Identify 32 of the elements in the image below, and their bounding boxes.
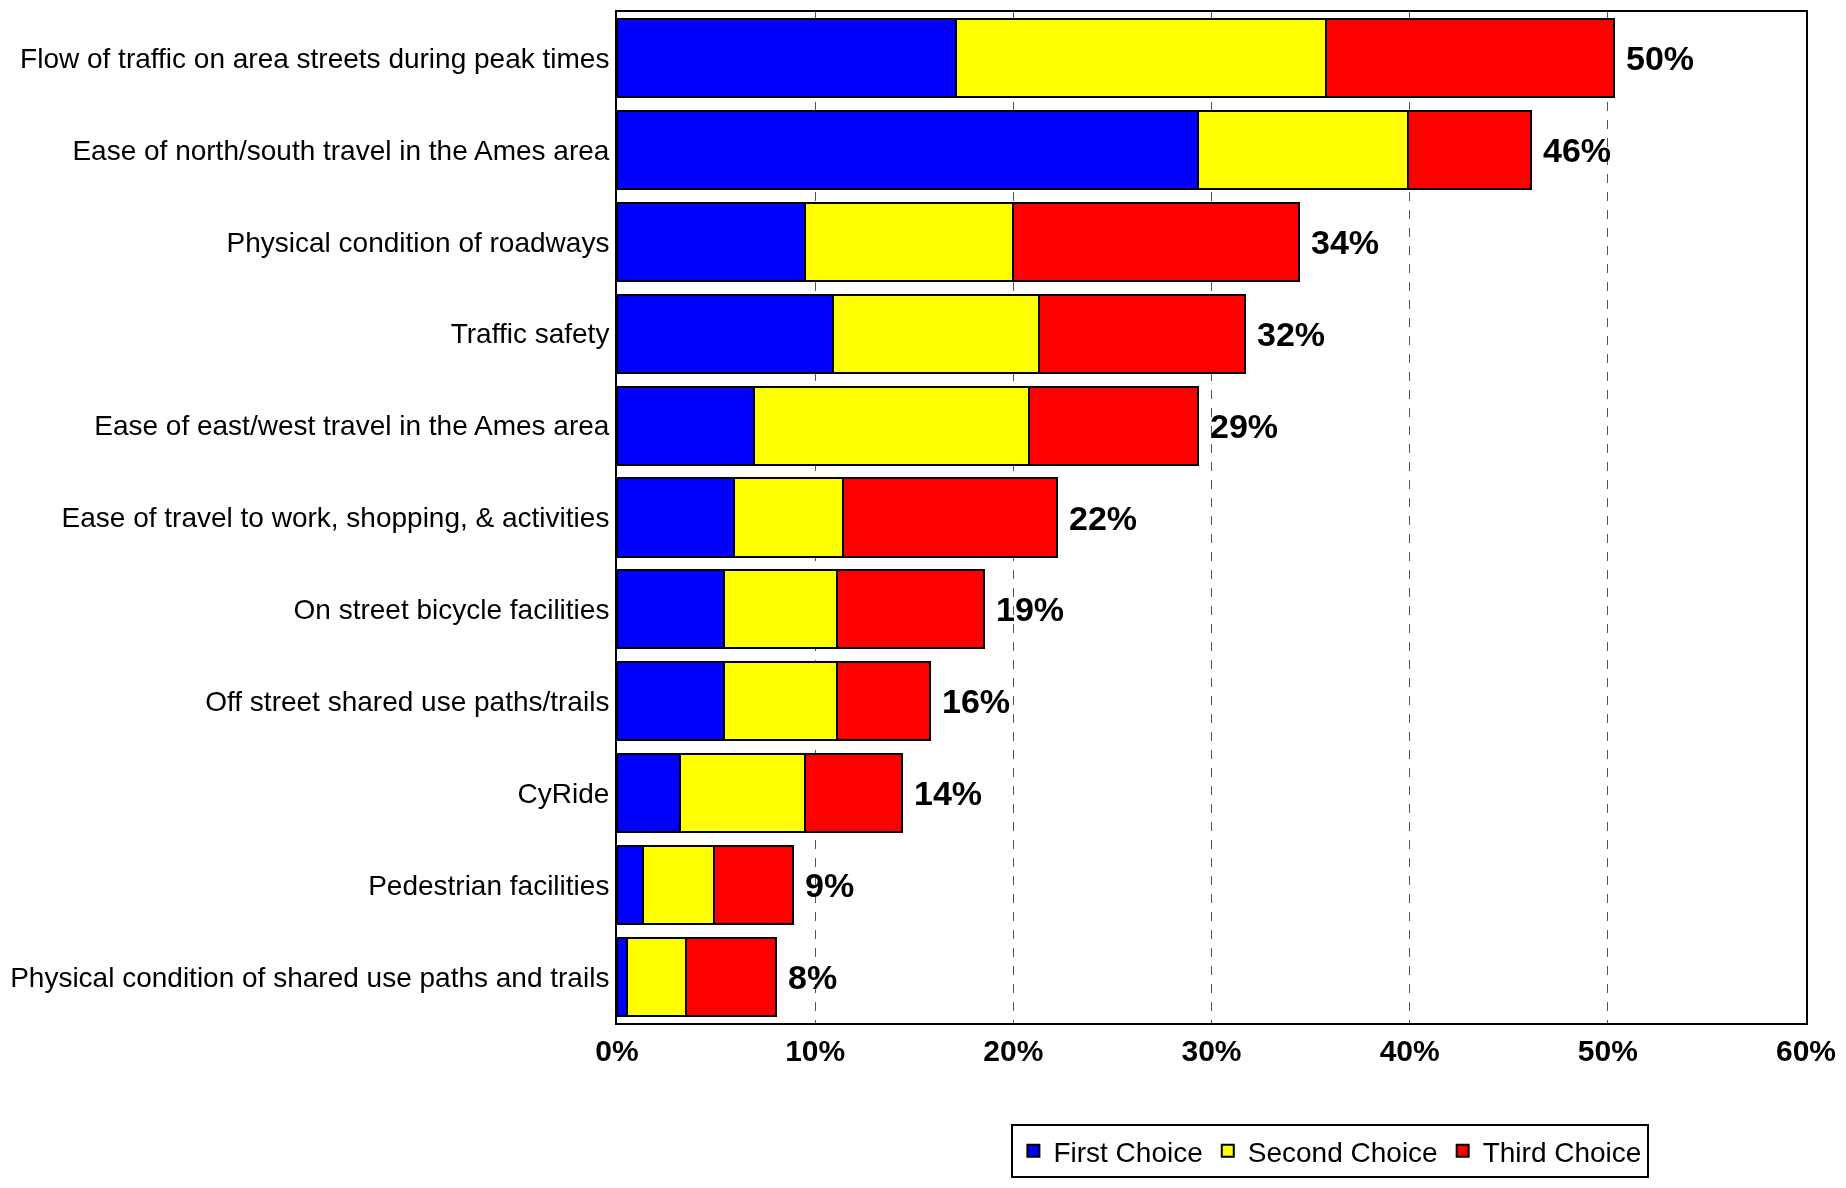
x-tick-label: 60%: [1775, 1034, 1837, 1067]
y-tick-label: CyRide: [517, 778, 610, 810]
total-label: 19%: [996, 590, 1065, 628]
y-tick-label: On street bicycle facilities: [293, 594, 610, 626]
x-tick-label: 10%: [785, 1034, 846, 1067]
total-label: 34%: [1311, 223, 1380, 261]
total-label: 50%: [1626, 39, 1695, 77]
legend-label: Third Choice: [1482, 1136, 1642, 1168]
total-label: 14%: [914, 774, 983, 812]
y-tick-label: Ease of east/west travel in the Ames area: [94, 410, 610, 442]
y-tick-label: Off street shared use paths/trails: [205, 686, 610, 718]
x-tick-label: 50%: [1577, 1034, 1638, 1067]
total-label: 29%: [1210, 407, 1279, 445]
total-label: 46%: [1543, 131, 1612, 169]
y-tick-label: Ease of travel to work, shopping, & activities: [61, 502, 610, 534]
y-tick-label: Physical condition of roadways: [226, 226, 610, 258]
y-tick-label: Ease of north/south travel in the Ames area: [72, 134, 610, 166]
x-tick-label: 20%: [983, 1034, 1044, 1067]
total-label: 22%: [1069, 499, 1138, 537]
total-label: 9%: [805, 866, 855, 904]
x-tick-label: 40%: [1379, 1034, 1440, 1067]
total-label: 16%: [942, 682, 1011, 720]
x-tick-label: 0%: [595, 1034, 639, 1067]
total-label: 32%: [1257, 315, 1326, 353]
x-tick-label: 30%: [1181, 1034, 1242, 1067]
total-label: 8%: [788, 958, 838, 996]
y-tick-label: Physical condition of shared use paths and trails: [10, 961, 610, 993]
y-tick-label: Flow of traffic on area streets during peak times: [20, 42, 610, 74]
legend-label: Second Choice: [1247, 1136, 1438, 1168]
legend-label: First Choice: [1053, 1136, 1203, 1168]
y-tick-label: Traffic safety: [450, 318, 610, 350]
y-tick-label: Pedestrian facilities: [368, 869, 610, 901]
